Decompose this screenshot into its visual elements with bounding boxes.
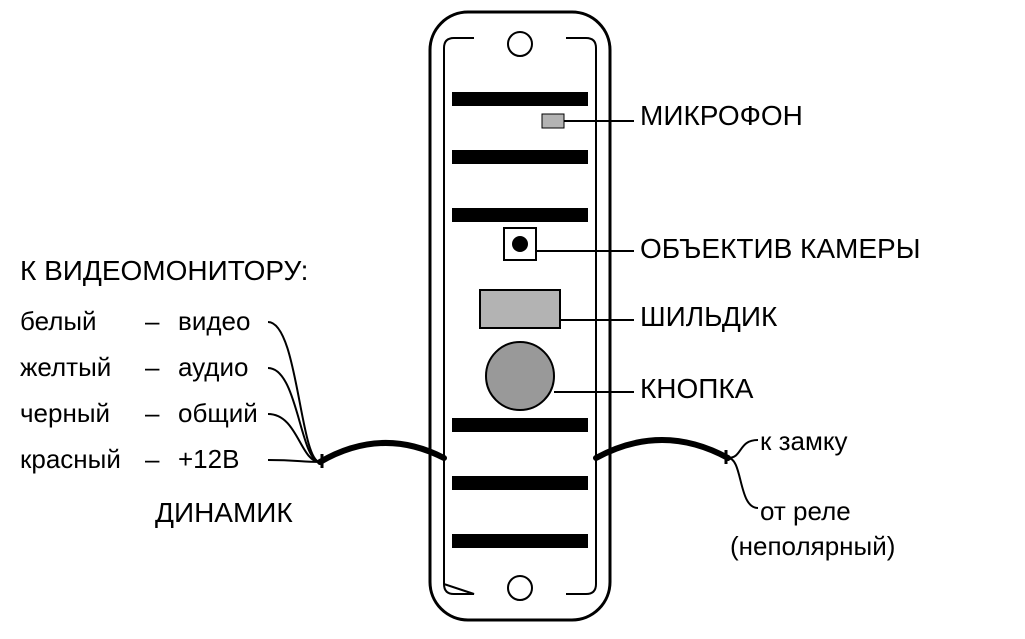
camera-lens <box>512 236 528 252</box>
wire-signal-3: +12В <box>178 444 239 474</box>
grille-bar-2 <box>452 208 588 222</box>
grille-bar-0 <box>452 92 588 106</box>
wire-color-0: белый <box>20 306 97 336</box>
wire-dash-2: – <box>145 398 160 428</box>
label-right-1: ОБЪЕКТИВ КАМЕРЫ <box>640 233 921 264</box>
screw-top <box>508 32 532 56</box>
wire-signal-0: видео <box>178 306 250 336</box>
left-wire-0 <box>268 322 320 462</box>
wire-color-1: желтый <box>20 352 111 382</box>
label-from-relay-1: от реле <box>760 496 851 526</box>
label-right-3: КНОПКА <box>640 373 754 404</box>
label-from-relay-2: (неполярный) <box>730 531 895 561</box>
wire-color-2: черный <box>20 398 110 428</box>
grille-bar-1 <box>452 150 588 164</box>
call-button[interactable] <box>486 342 554 410</box>
wire-dash-0: – <box>145 306 160 336</box>
label-right-2: ШИЛЬДИК <box>640 301 778 332</box>
wire-dash-1: – <box>145 352 160 382</box>
left-header: К ВИДЕОМОНИТОРУ: <box>20 255 308 286</box>
grille-bar-4 <box>452 476 588 490</box>
screw-bottom <box>508 576 532 600</box>
intercom-diagram: МИКРОФОН ОБЪЕКТИВ КАМЕРЫ ШИЛЬДИК КНОПКА К ВИ… <box>0 0 1025 639</box>
microphone <box>542 114 564 128</box>
right-wire-sheath <box>596 440 728 458</box>
label-to-lock: к замку <box>760 426 848 456</box>
right-wire-0 <box>728 440 758 458</box>
wire-dash-3: – <box>145 444 160 474</box>
wire-color-3: красный <box>20 444 121 474</box>
right-wire-1 <box>728 458 758 508</box>
wire-signal-2: общий <box>178 398 258 428</box>
nameplate <box>480 290 560 328</box>
label-right-0: МИКРОФОН <box>640 100 803 131</box>
left-wire-sheath <box>320 443 444 462</box>
wire-signal-1: аудио <box>178 352 248 382</box>
speaker-label: ДИНАМИК <box>155 497 293 528</box>
grille-bar-3 <box>452 418 588 432</box>
grille-bar-5 <box>452 534 588 548</box>
